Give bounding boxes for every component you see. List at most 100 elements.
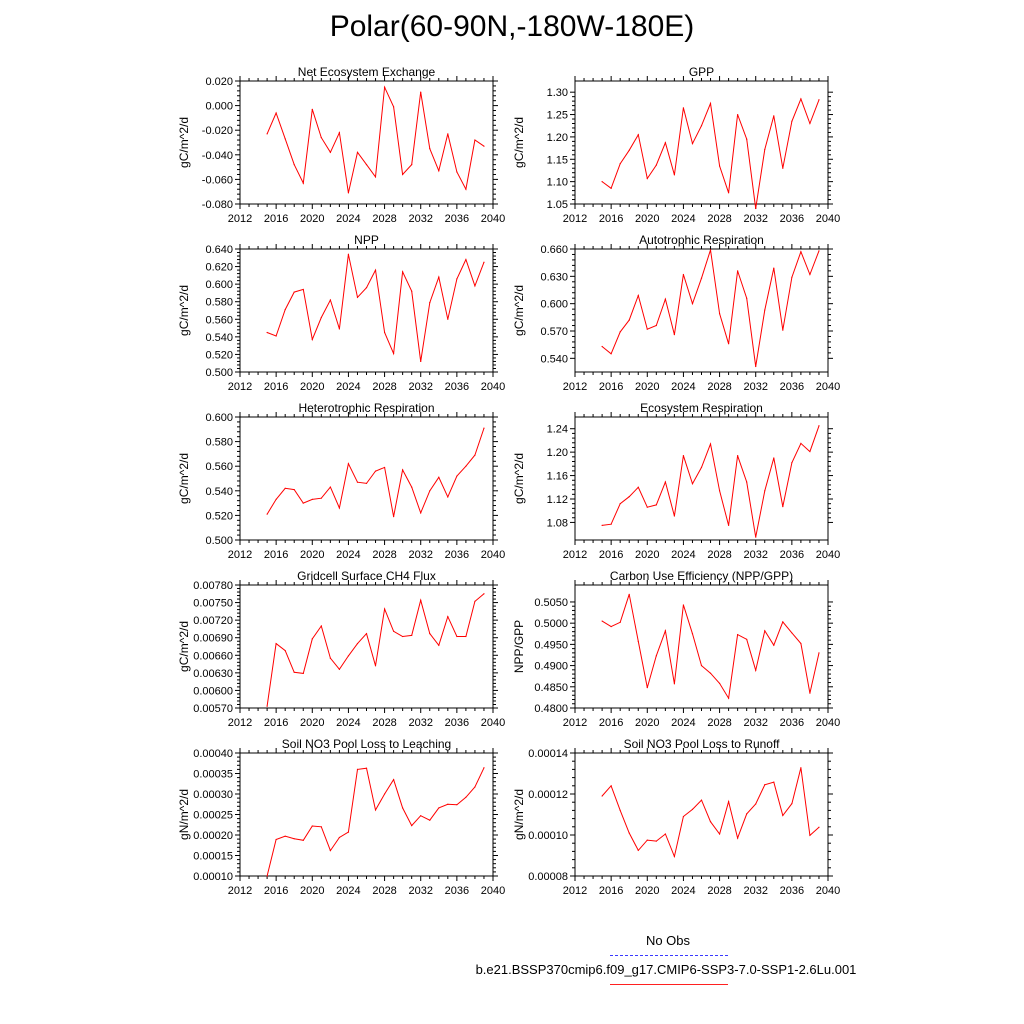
data-point xyxy=(383,608,386,610)
x-tick-label: 2028 xyxy=(707,549,731,561)
data-point xyxy=(700,799,703,801)
data-point xyxy=(284,309,286,311)
chart-panel-10: Soil NO3 Pool Loss to RunoffgN/m^2/d0.00… xyxy=(512,737,840,897)
chart-panel-4: Autotrophic Respiration gC/m^2/d 0.540 0.57… xyxy=(512,233,840,393)
data-point xyxy=(329,151,331,153)
data-point xyxy=(374,809,377,811)
data-point xyxy=(728,800,730,803)
data-point xyxy=(764,309,766,311)
x-tick-label: 2024 xyxy=(671,549,695,561)
data-point xyxy=(637,134,639,136)
data-point xyxy=(800,98,802,100)
y-tick-label: 0.620 xyxy=(205,262,233,274)
series-line xyxy=(601,767,820,859)
x-tick-label: 2012 xyxy=(228,549,252,561)
x-tick-label: 2028 xyxy=(707,717,731,729)
x-tick-label: 2020 xyxy=(300,885,324,897)
x-tick-label: 2028 xyxy=(707,885,731,897)
data-point xyxy=(302,839,304,841)
x-tick-label: 2012 xyxy=(563,213,587,225)
data-point xyxy=(610,187,612,189)
data-point xyxy=(284,650,286,652)
x-tick-label: 2016 xyxy=(264,549,288,561)
data-point xyxy=(809,450,811,453)
data-point xyxy=(818,826,820,828)
data-point xyxy=(809,834,811,837)
data-point xyxy=(456,804,458,806)
y-tick-label: 0.540 xyxy=(205,486,233,498)
x-tick-label: 2036 xyxy=(780,213,804,225)
data-point xyxy=(646,328,648,330)
x-tick-label: 2016 xyxy=(599,885,623,897)
y-tick-label: 0.00040 xyxy=(193,748,233,760)
data-point xyxy=(691,483,694,485)
data-point xyxy=(755,669,757,671)
data-point xyxy=(465,258,467,261)
y-axis-label: gC/m^2/d xyxy=(177,621,191,672)
data-point xyxy=(664,833,666,835)
data-point xyxy=(393,352,395,355)
data-point xyxy=(420,360,422,363)
legend-obs-label: No Obs xyxy=(645,933,691,948)
data-point xyxy=(700,277,703,279)
data-point xyxy=(320,316,322,319)
data-point xyxy=(420,512,422,514)
data-point xyxy=(737,634,739,636)
data-point xyxy=(347,655,350,657)
y-tick-label: 0.00630 xyxy=(193,668,233,680)
x-tick-label: 2040 xyxy=(481,885,505,897)
data-point xyxy=(737,455,739,457)
data-point xyxy=(293,291,295,293)
data-point xyxy=(347,253,350,255)
data-point xyxy=(682,815,685,818)
data-point xyxy=(383,86,386,88)
data-point xyxy=(791,276,793,278)
panel-title: Carbon Use Efficiency (NPP/GPP) xyxy=(610,569,793,583)
data-point xyxy=(755,803,757,805)
data-point xyxy=(637,486,639,488)
data-point xyxy=(782,506,784,508)
data-point xyxy=(275,838,277,841)
data-point xyxy=(275,335,277,337)
x-tick-label: 2028 xyxy=(372,213,396,225)
data-point xyxy=(266,331,268,334)
data-point xyxy=(402,271,404,273)
data-point xyxy=(474,139,476,141)
data-point xyxy=(329,849,331,852)
data-point xyxy=(809,273,811,276)
x-tick-label: 2036 xyxy=(445,885,469,897)
data-point xyxy=(601,795,603,797)
y-tick-label: 0.00600 xyxy=(193,685,233,697)
data-point xyxy=(637,294,639,297)
data-point xyxy=(746,138,748,140)
y-tick-label: 0.00008 xyxy=(528,871,568,883)
data-point xyxy=(474,285,476,287)
series-line xyxy=(266,593,485,707)
x-tick-label: 2012 xyxy=(228,381,252,393)
data-point xyxy=(746,638,748,640)
y-tick-label: 1.08 xyxy=(547,517,568,529)
data-point xyxy=(637,640,639,643)
data-point xyxy=(420,599,422,601)
y-tick-label: -0.080 xyxy=(202,199,233,211)
data-point xyxy=(610,523,612,525)
y-tick-label: 0.500 xyxy=(205,535,233,547)
data-point xyxy=(266,705,268,707)
y-tick-label: 0.00010 xyxy=(193,871,233,883)
data-point xyxy=(429,490,431,492)
x-tick-label: 2032 xyxy=(743,717,767,729)
panel-title: GPP xyxy=(689,65,714,79)
data-point xyxy=(691,143,694,145)
y-tick-label: 0.600 xyxy=(540,299,568,311)
data-point xyxy=(673,683,675,685)
data-point xyxy=(773,115,775,117)
y-tick-label: 0.600 xyxy=(205,412,233,424)
data-point xyxy=(610,625,612,628)
y-tick-label: -0.040 xyxy=(202,150,233,162)
y-axis-label: gC/m^2/d xyxy=(512,117,526,168)
y-tick-label: 0.570 xyxy=(540,326,568,338)
chart-panel-1: Net Ecosystem Exchange gC/m^2/d -0.080 -0.0… xyxy=(177,65,505,225)
x-tick-label: 2028 xyxy=(707,213,731,225)
data-point xyxy=(655,164,657,166)
panel-title: Autotrophic Respiration xyxy=(639,233,764,247)
